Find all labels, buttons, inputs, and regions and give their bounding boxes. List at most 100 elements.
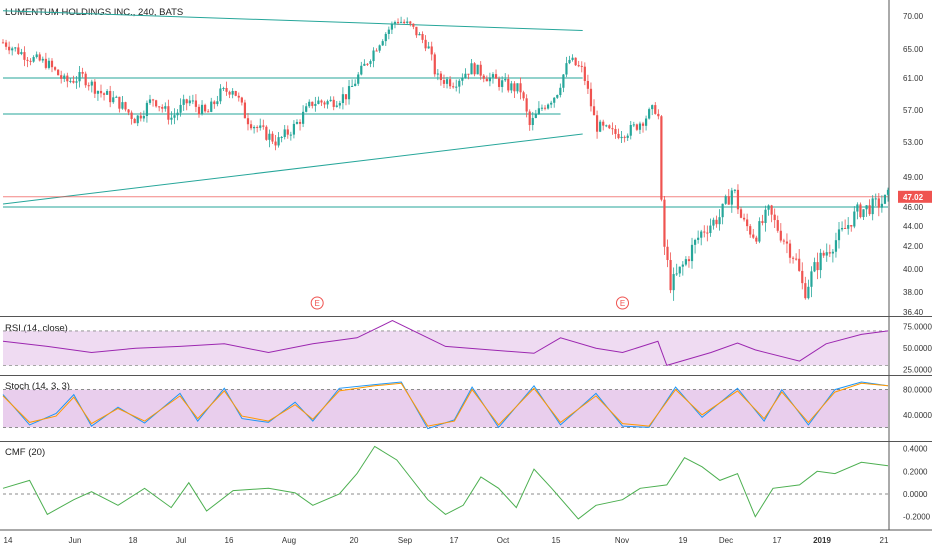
candle-body [519, 83, 522, 93]
candle-body [580, 65, 583, 67]
candle-body [442, 80, 446, 84]
candle-body [666, 246, 669, 261]
candle-body [568, 59, 571, 64]
candle-body [513, 83, 516, 92]
candle-body [819, 252, 822, 271]
candle-body [510, 83, 513, 91]
candle-body [497, 78, 501, 87]
candle-body [788, 243, 792, 258]
price-axis-label: 38.00 [903, 288, 924, 297]
candle-body [785, 241, 789, 244]
candle-body [629, 124, 632, 136]
cmf-axis-label: 0.4000 [903, 445, 928, 454]
candle-body [17, 47, 20, 55]
candle-body [118, 96, 121, 109]
candle-body [528, 111, 531, 126]
candle-body [641, 123, 645, 126]
candle-body [583, 66, 586, 81]
candle-body [176, 112, 179, 116]
candle-body [565, 63, 568, 75]
time-axis-label: Dec [719, 536, 733, 545]
candle-body [850, 225, 853, 227]
candle-body [684, 259, 687, 265]
candle-body [546, 104, 550, 109]
earnings-marker-label: E [315, 299, 320, 308]
candle-body [507, 78, 510, 91]
candle-body [681, 264, 684, 267]
candle-body [516, 83, 519, 92]
candle-body [494, 74, 498, 79]
candle-body [687, 259, 691, 262]
candle-body [436, 73, 439, 75]
candle-body [81, 72, 84, 74]
candle-body [834, 240, 838, 252]
candle-body [188, 100, 191, 104]
candle-body [124, 102, 127, 110]
candle-body [886, 189, 890, 195]
time-axis-label: Aug [282, 536, 296, 545]
candle-body [844, 227, 847, 229]
candle-body [840, 227, 844, 230]
candle-body [14, 47, 17, 49]
candle-body [755, 237, 758, 242]
candle-body [703, 231, 706, 233]
time-axis-label: 18 [129, 536, 138, 545]
candle-body [406, 21, 409, 23]
trendline [2, 133, 583, 205]
candle-body [222, 88, 225, 90]
candle-body [718, 217, 721, 225]
candle-body [605, 125, 608, 127]
candle-body [534, 114, 537, 118]
candle-body [109, 90, 112, 103]
candle-body [617, 133, 620, 139]
candle-body [831, 251, 834, 254]
candle-body [341, 94, 345, 104]
candle-body [608, 125, 611, 129]
candle-body [161, 106, 164, 109]
candle-body [791, 257, 795, 259]
candle-body [795, 258, 798, 260]
candle-body [571, 57, 574, 60]
candle-body [167, 106, 170, 120]
candle-body [813, 262, 816, 272]
candle-body [537, 108, 540, 115]
candle-body [828, 252, 831, 254]
candle-body [467, 73, 470, 75]
price-axis-label: 61.00 [903, 74, 924, 83]
candle-body [158, 106, 161, 108]
candle-body [592, 106, 596, 116]
candle-body [26, 59, 29, 61]
candle-body [259, 125, 262, 128]
candle-body [883, 194, 887, 204]
time-axis-label: Nov [615, 536, 629, 545]
candle-body [525, 98, 528, 112]
candle-body [127, 109, 130, 113]
candle-body [403, 21, 406, 23]
candle-body [360, 65, 363, 75]
candle-body [767, 205, 770, 210]
candle-body [305, 106, 308, 112]
candle-body [602, 121, 605, 126]
candle-body [663, 199, 666, 247]
candle-body [825, 252, 828, 256]
rsi-band [3, 330, 888, 366]
candle-body [38, 54, 41, 61]
candle-body [721, 203, 724, 218]
candle-body [865, 205, 868, 210]
candle-body [611, 128, 614, 130]
candle-body [776, 220, 779, 231]
candle-body [170, 117, 173, 120]
candle-body [390, 23, 394, 30]
candle-body [66, 75, 69, 82]
candle-body [11, 48, 14, 51]
cmf-axis-label: 0.0000 [903, 490, 928, 499]
last-price-tag [898, 190, 932, 203]
candle-body [482, 75, 485, 79]
candle-body [531, 117, 534, 126]
trendline [2, 10, 583, 32]
candle-body [197, 106, 201, 115]
candle-body [868, 205, 871, 215]
candle-body [237, 95, 240, 98]
candle-body [182, 99, 185, 105]
